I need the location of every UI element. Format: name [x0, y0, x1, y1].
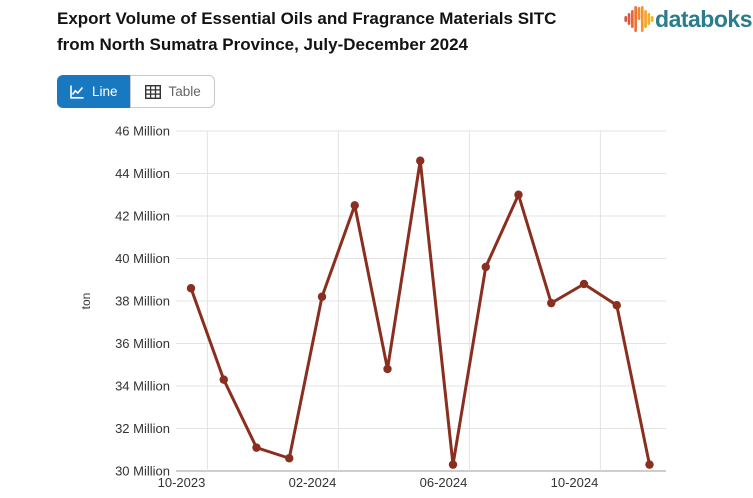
x-tick-label: 10-2024 [551, 475, 599, 490]
y-tick-label: 36 Million [115, 336, 170, 351]
y-tick-label: 42 Million [115, 209, 170, 224]
data-point[interactable] [448, 460, 458, 469]
series-line [189, 159, 651, 467]
databoks-bars-icon [624, 6, 654, 32]
line-button-label: Line [92, 84, 118, 99]
y-tick-label: 32 Million [115, 421, 170, 436]
data-point[interactable] [219, 375, 228, 384]
line-chart: 30 Million 32 Million 34 Million 36 Million… [79, 124, 666, 490]
data-point[interactable] [285, 454, 294, 463]
y-tick-label: 30 Million [115, 464, 170, 479]
view-toggle: Line Table [57, 75, 215, 108]
table-grid-icon [144, 84, 161, 99]
x-tick-label: 10-2023 [158, 475, 206, 490]
line-view-button[interactable]: Line [57, 75, 130, 108]
x-tick-label: 02-2024 [289, 475, 337, 490]
databoks-logo-text: databoks [655, 5, 752, 32]
x-tick-label: 06-2024 [420, 475, 468, 490]
data-point[interactable] [383, 364, 392, 374]
page-title-line2: from North Sumatra Province, July-Decemb… [57, 35, 468, 54]
y-tick-label: 40 Million [115, 251, 170, 266]
page-title-line1: Export Volume of Essential Oils and Frag… [57, 9, 557, 28]
y-tick-label: 38 Million [115, 294, 170, 309]
y-axis-title: ton [79, 293, 93, 310]
data-point[interactable] [645, 460, 654, 469]
line-chart-icon [70, 85, 84, 99]
y-tick-label: 46 Million [115, 124, 170, 139]
data-point[interactable] [514, 190, 523, 199]
data-point[interactable] [612, 301, 621, 310]
data-point[interactable] [317, 292, 327, 301]
data-point[interactable] [350, 201, 359, 210]
databoks-logo[interactable]: databoks [624, 4, 752, 34]
data-point[interactable] [579, 279, 589, 289]
y-tick-label: 34 Million [115, 379, 170, 394]
page-title: Export Volume of Essential Oils and Frag… [57, 6, 642, 58]
data-point[interactable] [252, 443, 261, 452]
y-tick-label: 44 Million [115, 166, 170, 181]
table-view-button[interactable]: Table [129, 75, 215, 108]
data-point[interactable] [547, 298, 556, 308]
data-point[interactable] [186, 284, 196, 293]
table-button-label: Table [168, 84, 201, 99]
data-point[interactable] [416, 156, 425, 165]
data-point[interactable] [481, 262, 490, 272]
